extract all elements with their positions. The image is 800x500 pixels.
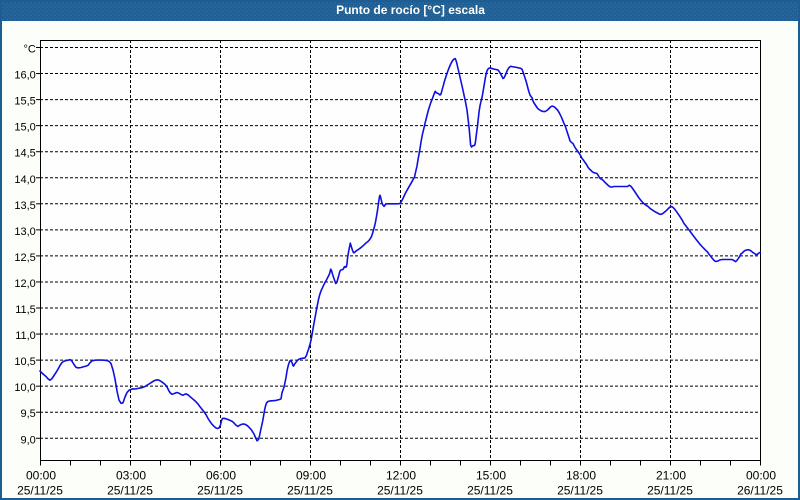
svg-text:25/11/25: 25/11/25 [197, 484, 243, 498]
svg-text:15,0: 15,0 [14, 122, 35, 134]
svg-text:21:00: 21:00 [656, 469, 686, 483]
svg-text:03:00: 03:00 [116, 469, 146, 483]
svg-text:00:00: 00:00 [26, 469, 56, 483]
svg-text:15,5: 15,5 [14, 96, 35, 108]
svg-text:11,0: 11,0 [15, 330, 36, 342]
svg-text:10,5: 10,5 [14, 356, 35, 368]
svg-text:25/11/25: 25/11/25 [17, 484, 63, 498]
svg-text:18:00: 18:00 [566, 469, 596, 483]
svg-text:14,0: 14,0 [14, 174, 35, 186]
svg-text:12,5: 12,5 [14, 252, 35, 264]
svg-text:26/11/25: 26/11/25 [737, 484, 783, 498]
svg-text:14,5: 14,5 [14, 148, 35, 160]
svg-text:25/11/25: 25/11/25 [557, 484, 603, 498]
svg-text:9,5: 9,5 [21, 408, 36, 420]
svg-text:25/11/25: 25/11/25 [647, 484, 693, 498]
svg-text:15:00: 15:00 [476, 469, 506, 483]
svg-text:12,0: 12,0 [14, 278, 35, 290]
svg-text:12:00: 12:00 [386, 469, 416, 483]
svg-text:25/11/25: 25/11/25 [287, 484, 333, 498]
svg-text:09:00: 09:00 [296, 469, 326, 483]
svg-text:9,0: 9,0 [21, 434, 36, 446]
svg-text:13,0: 13,0 [14, 226, 35, 238]
svg-text:00:00: 00:00 [746, 469, 776, 483]
svg-text:25/11/25: 25/11/25 [107, 484, 153, 498]
svg-text:13,5: 13,5 [14, 200, 35, 212]
svg-text:25/11/25: 25/11/25 [377, 484, 423, 498]
svg-text:25/11/25: 25/11/25 [467, 484, 513, 498]
svg-text:10,0: 10,0 [14, 382, 35, 394]
svg-text:11,5: 11,5 [15, 304, 36, 316]
svg-text:16,0: 16,0 [14, 70, 35, 82]
svg-text:°C: °C [23, 44, 35, 56]
svg-text:06:00: 06:00 [206, 469, 236, 483]
